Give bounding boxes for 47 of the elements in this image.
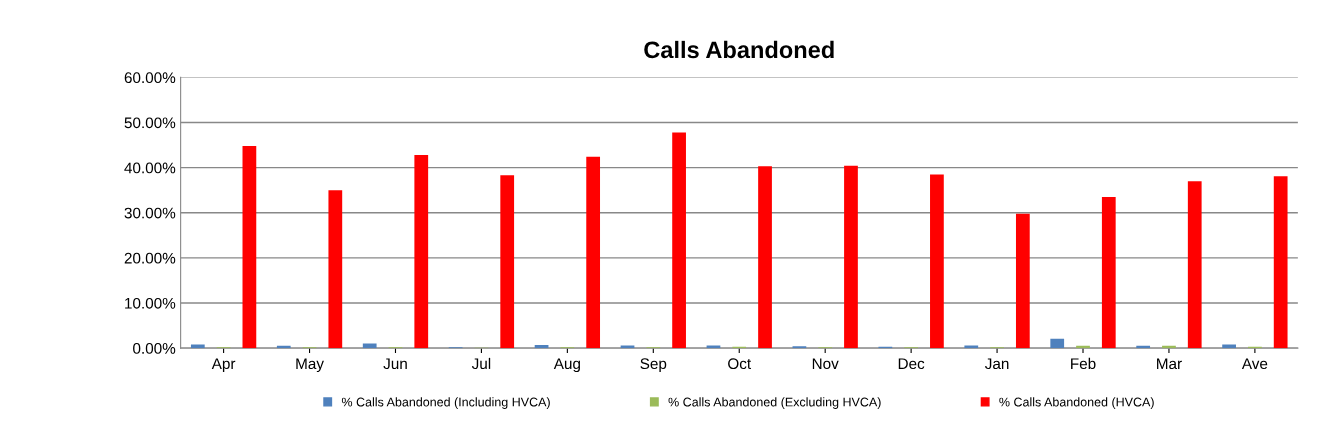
x-tick-label: Dec xyxy=(898,358,925,370)
x-tick-label: Oct xyxy=(728,358,752,370)
x-tick-label: Jan xyxy=(984,358,1009,370)
y-tick-label: 20.00% xyxy=(124,252,176,264)
bar xyxy=(672,132,686,349)
x-tick-label: Aug xyxy=(553,358,580,373)
bar xyxy=(586,156,601,349)
bar xyxy=(1273,176,1288,349)
bar xyxy=(706,345,721,349)
bar xyxy=(964,345,979,349)
bar xyxy=(1162,345,1176,349)
bar xyxy=(1187,181,1202,349)
x-tick-label: Mar xyxy=(1157,358,1182,370)
x-tick-label: Jun xyxy=(383,358,407,370)
y-tick-label: 50.00% xyxy=(124,117,176,129)
bar xyxy=(328,190,343,349)
bar xyxy=(242,145,257,349)
x-tick-label: Feb xyxy=(1071,357,1096,370)
x-tick-label: Sep xyxy=(640,358,667,373)
chart-title: Calls Abandoned xyxy=(644,40,834,59)
bar xyxy=(362,343,377,349)
bar xyxy=(534,344,549,349)
y-tick-label: 10.00% xyxy=(125,297,176,309)
bar xyxy=(1136,345,1151,349)
bar xyxy=(1076,345,1090,349)
x-tick-label: May xyxy=(296,358,324,373)
bar xyxy=(414,155,429,349)
y-tick-label: 40.00% xyxy=(124,162,176,174)
legend-label: % Calls Abandoned (Excluding HVCA) xyxy=(668,397,881,409)
legend-label: % Calls Abandoned (HVCA) xyxy=(999,397,1154,409)
bar xyxy=(930,174,944,349)
bar xyxy=(1101,196,1116,349)
y-tick-label: 0.00% xyxy=(133,343,176,354)
x-tick-label: Nov xyxy=(812,358,839,370)
y-tick-label: 60.00% xyxy=(124,72,176,84)
bar xyxy=(1015,213,1030,349)
bar xyxy=(500,175,515,349)
x-tick-label: Ave xyxy=(1241,358,1268,370)
x-tick-label: Apr xyxy=(211,358,236,373)
bar xyxy=(758,166,772,349)
y-tick-label: 30.00% xyxy=(124,207,176,219)
bar xyxy=(844,165,858,349)
x-tick-label: Jul xyxy=(471,357,491,370)
legend-label: % Calls Abandoned (Including HVCA) xyxy=(341,397,550,409)
bar xyxy=(1050,338,1065,349)
bar xyxy=(276,345,291,349)
bar xyxy=(620,345,635,349)
